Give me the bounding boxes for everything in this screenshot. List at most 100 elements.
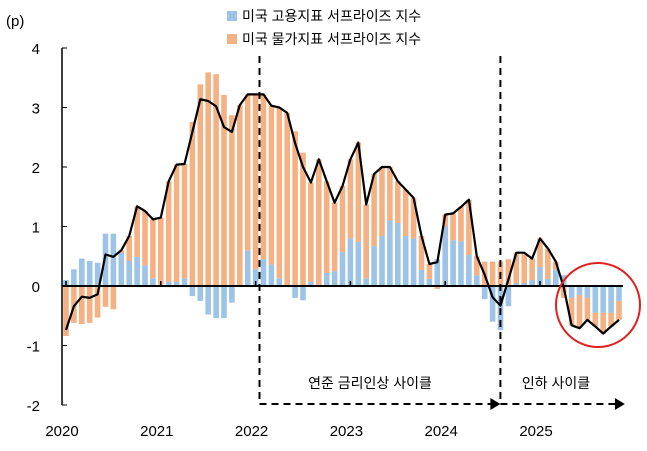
employment-bar: [347, 238, 354, 286]
y-tick-label: 1: [32, 220, 40, 237]
inflation-bar: [181, 164, 188, 279]
inflation-bar: [189, 121, 196, 286]
arrow-head-icon: [614, 398, 625, 410]
annotations: [258, 56, 641, 410]
inflation-bar: [458, 206, 464, 242]
inflation-bar: [158, 217, 164, 285]
inflation-bar: [102, 286, 109, 307]
y-tick-label: 3: [32, 101, 40, 118]
y-unit-label: (p): [6, 13, 24, 30]
inflation-bar: [173, 164, 180, 282]
employment-bar: [339, 252, 346, 286]
employment-bar: [79, 258, 85, 286]
employment-bar: [260, 259, 267, 286]
y-tick-label: 2: [32, 160, 40, 177]
employment-bar: [150, 278, 156, 286]
employment-bar: [165, 281, 172, 286]
inflation-bar: [576, 294, 583, 329]
employment-bar: [395, 222, 401, 286]
axes: -2 -1 0 1 2 3 4 2020 2021 2022 2023 2024 2025: [27, 41, 623, 440]
employment-bar: [252, 269, 259, 286]
employment-bar: [489, 286, 496, 322]
employment-bar: [308, 281, 314, 286]
inflation-bar: [395, 181, 401, 223]
employment-bar: [300, 286, 306, 301]
employment-bar: [545, 278, 551, 286]
inflation-bar: [474, 256, 480, 276]
employment-bar: [434, 259, 441, 286]
employment-bar: [118, 252, 125, 286]
employment-bar: [355, 241, 362, 286]
total-surprise-line: [64, 93, 620, 335]
employment-bar: [600, 286, 606, 313]
inflation-bar: [165, 181, 172, 282]
inflation-bar: [489, 261, 496, 286]
x-tick-label: 2021: [140, 423, 173, 440]
employment-bar: [126, 261, 132, 286]
employment-bar: [568, 286, 575, 298]
inflation-bar: [608, 312, 614, 327]
inflation-bar: [150, 219, 156, 279]
x-tick-label: 2025: [519, 423, 552, 440]
employment-bar: [363, 278, 369, 286]
employment-bar: [474, 275, 480, 286]
cut-cycle-label: 인하 사이클: [522, 375, 590, 391]
employment-bar: [450, 240, 456, 286]
employment-bar: [323, 272, 330, 286]
inflation-bar: [63, 286, 69, 336]
legend-label-employment: 미국 고용지표 서프라이즈 지수: [242, 8, 421, 24]
inflation-bar: [529, 258, 535, 281]
inflation-bar: [244, 94, 251, 251]
employment-bar: [576, 286, 583, 295]
employment-bar: [371, 246, 377, 286]
employment-bar: [505, 286, 512, 307]
inflation-bar: [205, 72, 211, 287]
employment-bar: [173, 281, 180, 286]
employment-bar: [189, 286, 196, 297]
x-tick-label: 2020: [45, 423, 78, 440]
employment-bar: [134, 256, 140, 286]
inflation-bar: [126, 236, 132, 262]
inflation-bar: [252, 94, 259, 270]
inflation-bar: [545, 248, 551, 279]
employment-bar: [244, 250, 251, 286]
y-tick-label: 0: [32, 279, 40, 296]
legend-swatch-inflation: [227, 34, 237, 44]
inflation-bar: [229, 115, 235, 286]
y-tick-label: -1: [27, 339, 40, 356]
employment-bar: [466, 255, 472, 286]
inflation-bar: [213, 74, 219, 287]
employment-bar: [442, 226, 448, 286]
employment-bar: [94, 262, 101, 286]
inflation-bar: [86, 286, 93, 323]
inflation-bar: [553, 261, 559, 270]
inflation-bar: [434, 286, 441, 289]
inflation-bar: [363, 204, 369, 279]
inflation-bar: [347, 159, 354, 239]
inflation-bar: [308, 182, 314, 282]
employment-bar: [410, 238, 417, 286]
inflation-bar: [331, 202, 338, 272]
inflation-bar: [323, 181, 330, 273]
employment-bar: [276, 278, 283, 286]
inflation-bar: [379, 167, 385, 237]
employment-bar: [418, 269, 425, 286]
inflation-bar: [142, 211, 148, 266]
bars: [63, 72, 622, 336]
employment-bar: [592, 286, 599, 313]
employment-bar: [553, 269, 559, 286]
inflation-bar: [339, 186, 346, 253]
inflation-bar: [260, 94, 267, 260]
inflation-bar: [466, 199, 472, 256]
legend-label-inflation: 미국 물가지표 서프라이즈 지수: [242, 31, 421, 47]
employment-bar: [331, 271, 338, 286]
inflation-bar: [387, 167, 393, 221]
inflation-bar: [94, 286, 101, 318]
employment-bar: [521, 283, 527, 286]
legend-swatch-employment: [227, 11, 237, 21]
employment-bar: [86, 261, 93, 286]
inflation-bar: [110, 286, 117, 310]
inflation-bar: [568, 297, 575, 326]
inflation-bar: [300, 152, 306, 286]
